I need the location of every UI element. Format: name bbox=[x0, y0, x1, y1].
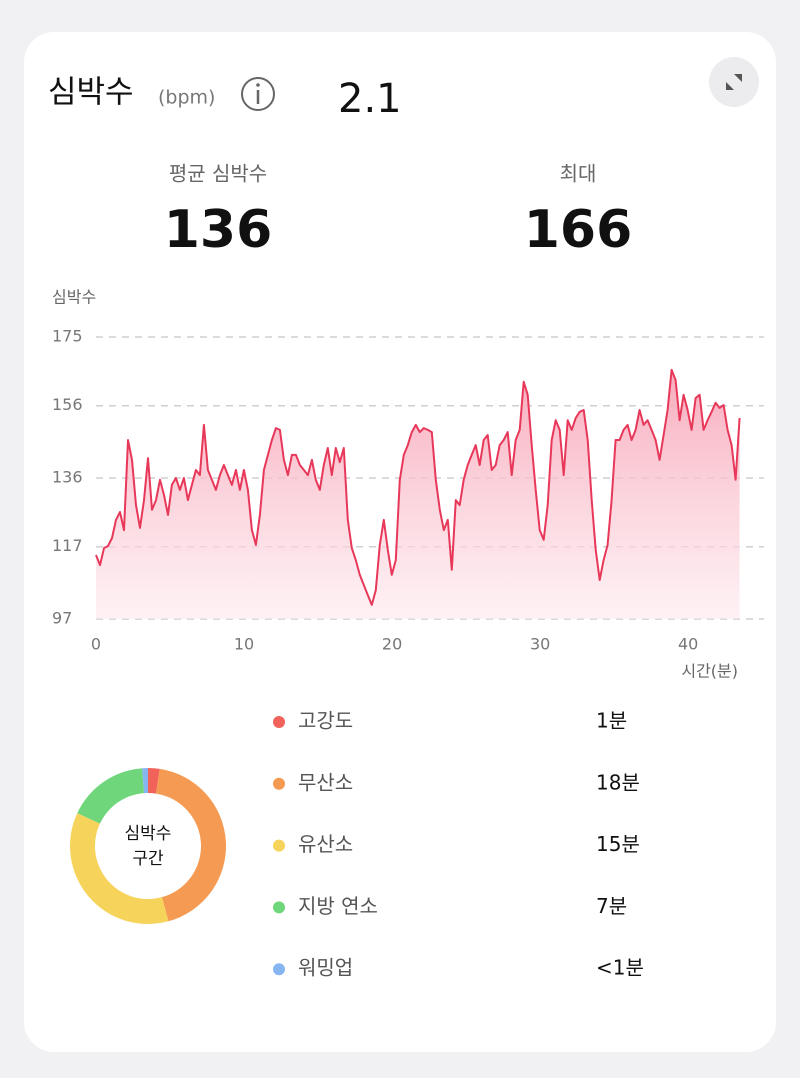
x-tick-label: 10 bbox=[234, 635, 254, 654]
y-tick-label: 136 bbox=[52, 468, 83, 487]
donut-label: 심박수 bbox=[125, 824, 172, 844]
y-tick-label: 117 bbox=[52, 536, 83, 555]
legend-dot bbox=[273, 716, 285, 728]
legend-value: <1분 bbox=[596, 956, 644, 980]
area-fill bbox=[96, 369, 740, 619]
title: 심박수 bbox=[48, 75, 134, 111]
donut-segment bbox=[77, 768, 144, 824]
legend-value: 18분 bbox=[596, 770, 640, 794]
stat-label: 최대 bbox=[560, 162, 597, 186]
legend-name: 무산소 bbox=[298, 770, 353, 794]
donut-segment bbox=[148, 768, 160, 794]
legend-dot bbox=[273, 839, 285, 852]
x-axis-label: 시간(분) bbox=[681, 662, 738, 681]
donut-segment bbox=[142, 768, 148, 794]
y-tick-label: 175 bbox=[52, 327, 83, 346]
info-icon[interactable] bbox=[241, 77, 275, 111]
x-tick-label: 30 bbox=[530, 635, 550, 654]
x-tick-label: 20 bbox=[382, 635, 402, 654]
donut-label: 구간 bbox=[132, 849, 164, 869]
x-tick-label: 40 bbox=[678, 635, 698, 654]
legend-name: 워밍업 bbox=[298, 956, 353, 980]
donut-segment bbox=[155, 768, 226, 922]
unit: (bpm) bbox=[158, 87, 215, 109]
legend-value: 7분 bbox=[596, 894, 627, 918]
stat-value: 166 bbox=[524, 200, 633, 260]
heart-rate-line bbox=[95, 368, 741, 606]
legend-name: 유산소 bbox=[298, 832, 353, 856]
legend-value: 1분 bbox=[596, 709, 627, 733]
y-tick-label: 156 bbox=[52, 395, 83, 414]
legend-dot bbox=[273, 777, 285, 790]
version: 2.1 bbox=[338, 76, 402, 122]
expand-button[interactable] bbox=[709, 57, 759, 107]
stat-label: 평균 심박수 bbox=[169, 162, 267, 186]
donut-segment bbox=[70, 813, 169, 925]
legend-dot bbox=[273, 963, 285, 976]
legend-value: 15분 bbox=[596, 832, 640, 856]
x-tick-label: 0 bbox=[91, 635, 101, 654]
stat-value: 136 bbox=[164, 200, 273, 260]
legend-dot bbox=[273, 901, 285, 914]
y-tick-label: 97 bbox=[52, 609, 72, 628]
y-axis-label: 심박수 bbox=[52, 288, 96, 307]
legend-name: 지방 연소 bbox=[298, 894, 378, 918]
legend-name: 고강도 bbox=[298, 709, 353, 733]
